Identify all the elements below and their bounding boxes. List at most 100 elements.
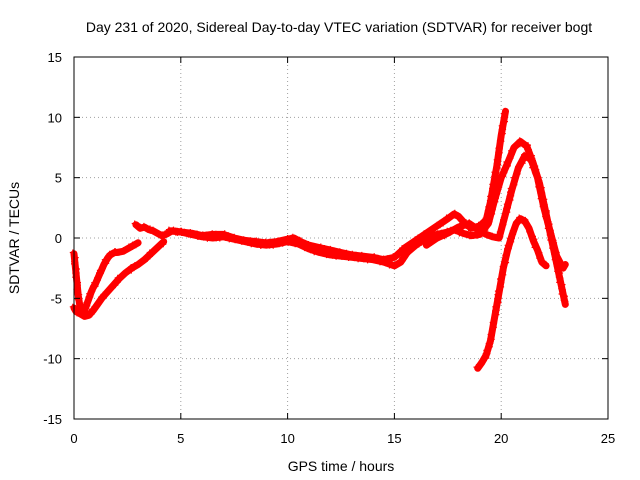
data-point bbox=[500, 173, 507, 180]
data-point bbox=[320, 249, 327, 256]
data-point bbox=[508, 238, 515, 245]
data-point bbox=[498, 271, 505, 278]
data-point bbox=[404, 251, 411, 258]
data-point bbox=[559, 281, 566, 288]
data-point bbox=[533, 166, 540, 173]
series-trace-b bbox=[69, 238, 168, 320]
data-point bbox=[501, 169, 508, 176]
data-point bbox=[73, 275, 80, 282]
data-point bbox=[531, 236, 538, 243]
data-point bbox=[500, 166, 507, 173]
data-point bbox=[493, 307, 500, 314]
data-point bbox=[165, 226, 172, 233]
data-point bbox=[235, 236, 242, 243]
data-point bbox=[551, 245, 558, 252]
data-point bbox=[466, 219, 473, 226]
data-point bbox=[87, 293, 94, 300]
data-point bbox=[526, 228, 533, 235]
data-point bbox=[131, 262, 138, 269]
data-point bbox=[254, 241, 261, 248]
data-point bbox=[154, 243, 161, 250]
data-point bbox=[519, 157, 525, 163]
data-point bbox=[534, 178, 541, 185]
data-point bbox=[532, 240, 539, 247]
x-tick-label: 5 bbox=[177, 431, 184, 446]
plot-area bbox=[69, 107, 569, 372]
data-point bbox=[499, 263, 506, 270]
data-point bbox=[495, 184, 501, 190]
data-point bbox=[152, 247, 159, 254]
data-point bbox=[547, 226, 554, 233]
data-point bbox=[537, 257, 544, 264]
data-point bbox=[507, 189, 513, 196]
data-point bbox=[115, 249, 122, 256]
data-point bbox=[457, 224, 463, 230]
data-point bbox=[219, 232, 226, 239]
grid bbox=[74, 57, 608, 419]
data-point bbox=[74, 296, 81, 303]
data-point bbox=[508, 192, 515, 199]
data-point bbox=[355, 256, 362, 263]
data-point bbox=[555, 255, 562, 262]
data-point bbox=[535, 250, 542, 257]
y-tick-label: 15 bbox=[48, 50, 62, 65]
x-tick-label: 0 bbox=[70, 431, 77, 446]
y-axis-label: SDTVAR / TECUs bbox=[6, 182, 22, 294]
data-point bbox=[379, 257, 386, 264]
data-point bbox=[248, 241, 255, 248]
data-point bbox=[512, 178, 518, 184]
data-point bbox=[547, 227, 554, 234]
data-point bbox=[285, 239, 292, 246]
data-point bbox=[294, 239, 301, 246]
data-point bbox=[534, 173, 541, 180]
data-point bbox=[551, 239, 558, 246]
data-point bbox=[490, 202, 497, 209]
data-point bbox=[103, 260, 110, 267]
data-point bbox=[169, 228, 176, 235]
axes: 0 5 10 15 20 25 -15 -10 -5 0 5 10 15 bbox=[43, 50, 615, 446]
data-point bbox=[496, 233, 503, 240]
data-point bbox=[348, 253, 355, 260]
y-tick-label: 0 bbox=[55, 231, 62, 246]
data-point bbox=[172, 229, 179, 236]
data-point bbox=[121, 247, 128, 254]
data-point bbox=[562, 293, 568, 300]
data-point bbox=[506, 242, 513, 249]
data-point bbox=[153, 229, 160, 235]
data-point bbox=[97, 270, 104, 277]
data-point bbox=[329, 252, 336, 259]
data-point bbox=[289, 233, 296, 240]
data-point bbox=[298, 242, 305, 249]
data-point bbox=[150, 226, 156, 233]
data-point bbox=[500, 216, 506, 223]
data-point bbox=[360, 256, 367, 263]
data-point bbox=[422, 233, 429, 240]
series-trace-f bbox=[473, 214, 550, 372]
data-point bbox=[541, 200, 548, 207]
data-point bbox=[483, 355, 490, 362]
data-point bbox=[401, 254, 408, 261]
data-point bbox=[364, 257, 371, 264]
data-point bbox=[537, 185, 543, 192]
data-point bbox=[76, 309, 83, 316]
data-point bbox=[106, 286, 113, 293]
data-point bbox=[491, 194, 498, 201]
data-point bbox=[279, 240, 286, 247]
y-tick-label: -5 bbox=[50, 291, 62, 306]
data-point bbox=[502, 114, 509, 121]
data-point bbox=[489, 210, 496, 217]
data-point bbox=[500, 126, 507, 133]
data-point bbox=[487, 331, 494, 338]
data-point bbox=[504, 209, 511, 216]
data-point bbox=[435, 234, 442, 241]
data-point bbox=[326, 250, 333, 257]
data-point bbox=[485, 347, 492, 353]
data-point bbox=[522, 216, 529, 223]
data-point bbox=[120, 272, 127, 279]
y-tick-label: -10 bbox=[43, 352, 62, 367]
data-point bbox=[467, 231, 474, 238]
data-point bbox=[474, 232, 481, 239]
data-point bbox=[94, 300, 101, 306]
data-point bbox=[502, 108, 509, 115]
